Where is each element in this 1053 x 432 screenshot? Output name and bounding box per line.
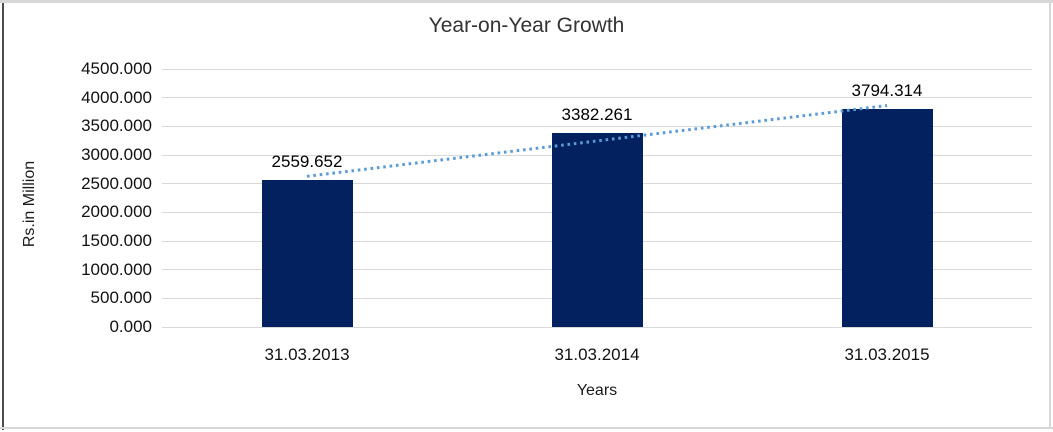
y-tick-label: 1000.000 xyxy=(81,259,152,279)
data-label: 2559.652 xyxy=(271,152,343,172)
y-tick-label: 2000.000 xyxy=(81,202,152,222)
y-tick-label: 3000.000 xyxy=(81,145,152,164)
x-tick-label: 31.03.2014 xyxy=(554,345,640,364)
x-axis-title: Years xyxy=(576,382,618,399)
frame-edge-bottom xyxy=(0,427,1053,429)
gridline xyxy=(162,97,1032,99)
y-tick-label: 4500.000 xyxy=(81,59,152,78)
plot-area: 2559.652 3382.261 3794.314 xyxy=(162,68,1032,328)
y-tick-label: 0.000 xyxy=(109,317,152,336)
y-tick-label: 4000.000 xyxy=(81,87,152,107)
y-tick-label: 2500.000 xyxy=(81,173,152,193)
frame-edge-top xyxy=(0,0,1053,3)
x-tick-label: 31.03.2013 xyxy=(264,345,350,364)
frame-edge-right xyxy=(1049,3,1051,427)
gridline xyxy=(162,326,1032,328)
bar-31.03.2013 xyxy=(261,180,353,327)
bar-31.03.2014 xyxy=(551,133,643,327)
frame-edge-left xyxy=(2,3,4,430)
x-tick-label: 31.03.2015 xyxy=(844,345,930,364)
data-label: 3382.261 xyxy=(561,105,633,125)
y-tick-label: 500.000 xyxy=(90,288,152,308)
bar-31.03.2015 xyxy=(841,109,933,327)
gridline xyxy=(162,68,1032,70)
chart-title: Year-on-Year Growth xyxy=(428,14,625,37)
y-tick-label: 3500.000 xyxy=(81,116,152,136)
y-tick-label: 1500.000 xyxy=(81,231,152,250)
data-label: 3794.314 xyxy=(851,81,923,101)
